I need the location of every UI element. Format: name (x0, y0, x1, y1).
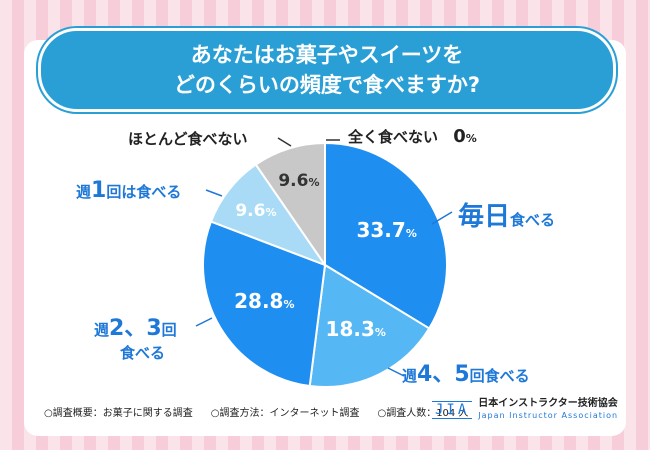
logo-name-en: Japan Instructor Association (478, 411, 619, 420)
leader-line (205, 189, 223, 197)
title-line-1: あなたはお菓子やスイーツを (190, 43, 464, 67)
label-w23-prefix: 週 (94, 321, 110, 339)
label-w23: 週2、3回 食べる (94, 310, 177, 363)
label-never-value: 0 (453, 126, 466, 147)
label-w1: 週1回は食べる (76, 178, 181, 203)
slice-value: 9.6 (235, 200, 266, 221)
label-never-unit: % (465, 132, 477, 145)
footer-count: ○調査人数：104 人 (377, 408, 469, 419)
slice-value-label: 28.8% (234, 289, 294, 313)
jia-logo: JIA 日本インストラクター技術協会 Japan Instructor Asso… (432, 398, 618, 422)
label-w1-prefix: 週 (76, 183, 92, 201)
logo-mark: JIA (432, 401, 473, 419)
leader-line (195, 317, 213, 327)
label-never-text: 全く食べない (348, 128, 439, 146)
label-w23-line2: 食べる (120, 344, 166, 362)
leader-line (431, 211, 453, 225)
logo-name-jp: 日本インストラクター技術協会 (478, 398, 618, 409)
slice-unit: % (283, 298, 295, 312)
pie-slice (202, 220, 327, 388)
label-daily: 毎日食べる (458, 196, 555, 233)
pie-slice (324, 141, 448, 330)
slice-value-label: 9.6% (278, 171, 319, 191)
footer-method: ○調査方法：インターネット調査 (210, 408, 360, 419)
slice-unit: % (308, 176, 320, 190)
label-never: 全く食べない 0% (348, 126, 477, 147)
title-banner: あなたはお菓子やスイーツを どのくらいの頻度で食べますか? (38, 28, 616, 112)
slice-unit: % (374, 325, 386, 339)
label-w23-big: 2、3 (109, 316, 162, 341)
survey-footer: ○調査概要：お菓子に関する調査 ○調査方法：インターネット調査 ○調査人数：10… (44, 404, 468, 419)
slice-value: 28.8 (234, 289, 284, 314)
slice-value-label: 18.3% (326, 317, 386, 341)
slice-value: 33.7 (356, 218, 406, 243)
slice-value: 9.6 (278, 171, 309, 192)
title-line-2: どのくらいの頻度で食べますか? (173, 73, 481, 97)
label-daily-big: 毎日 (458, 202, 511, 232)
label-daily-small: 食べる (510, 211, 556, 229)
label-w1-suffix: 回は食べる (106, 183, 182, 201)
pie-slice (308, 263, 431, 388)
slice-unit: % (265, 205, 277, 219)
label-w45-prefix: 週 (402, 367, 418, 385)
slice-value-label: 33.7% (356, 218, 416, 242)
leader-line (387, 367, 405, 377)
slice-value: 18.3 (325, 316, 375, 341)
leader-line (277, 137, 292, 147)
slice-value-label: 9.6% (235, 201, 276, 221)
label-w1-big: 1 (91, 178, 107, 203)
slice-unit: % (405, 227, 417, 241)
footer-overview: ○調査概要：お菓子に関する調査 (44, 408, 193, 419)
label-w45-suffix: 回食べる (469, 367, 530, 385)
label-w45-big: 4、5 (417, 362, 470, 387)
label-w45: 週4、5回食べる (402, 356, 530, 388)
label-w23-suffix: 回 (161, 321, 177, 339)
label-rarely: ほとんど食べない (128, 130, 248, 148)
pie-slice (254, 141, 326, 269)
